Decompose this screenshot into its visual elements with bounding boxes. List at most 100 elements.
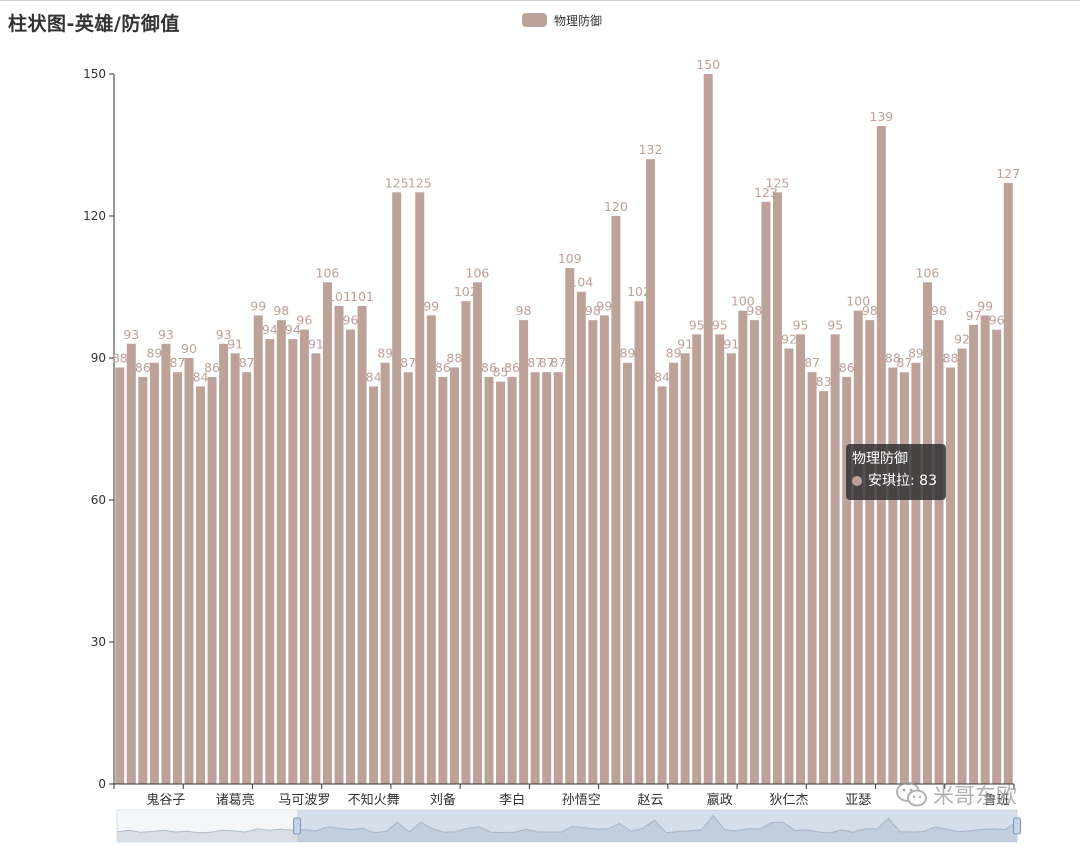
bar[interactable] <box>496 381 506 784</box>
bar[interactable] <box>426 315 436 784</box>
bar[interactable] <box>449 367 459 784</box>
bar-value-label: 123 <box>754 185 778 200</box>
bar[interactable] <box>242 372 252 784</box>
bar[interactable] <box>796 334 806 784</box>
bar[interactable] <box>346 329 356 784</box>
bar[interactable] <box>392 192 402 785</box>
datazoom-end-handle[interactable] <box>1013 817 1021 835</box>
bar-value-label: 86 <box>435 360 451 375</box>
bar[interactable] <box>784 348 794 784</box>
bar-value-label: 99 <box>977 298 993 313</box>
bar[interactable] <box>830 334 840 784</box>
bar-value-label: 91 <box>677 336 693 351</box>
x-tick-label: 鲁班 <box>984 793 1010 808</box>
bar[interactable] <box>703 74 713 784</box>
bar[interactable] <box>899 372 909 784</box>
bar-value-label: 95 <box>712 317 728 332</box>
bar[interactable] <box>957 348 967 784</box>
bar[interactable] <box>772 192 782 785</box>
bar-value-label: 98 <box>585 303 601 318</box>
bar[interactable] <box>219 343 229 784</box>
bar[interactable] <box>126 343 136 784</box>
bar[interactable] <box>680 353 690 784</box>
bar-value-label: 99 <box>423 298 439 313</box>
bar[interactable] <box>819 391 829 784</box>
bar[interactable] <box>738 310 748 784</box>
bar[interactable] <box>472 282 482 784</box>
bar-value-label: 98 <box>862 303 878 318</box>
bar-value-label: 99 <box>596 298 612 313</box>
bar[interactable] <box>911 362 921 784</box>
bar[interactable] <box>172 372 182 784</box>
bar[interactable] <box>622 362 632 784</box>
bar[interactable] <box>161 343 171 784</box>
bar[interactable] <box>611 216 621 784</box>
bar[interactable] <box>311 353 321 784</box>
bar[interactable] <box>726 353 736 784</box>
x-tick-label: 诸葛亮 <box>216 792 255 808</box>
bar[interactable] <box>276 320 286 784</box>
bar[interactable] <box>299 329 309 784</box>
bar[interactable] <box>415 192 425 785</box>
bar[interactable] <box>461 301 471 784</box>
bar[interactable] <box>542 372 552 784</box>
bar[interactable] <box>519 320 529 784</box>
legend-item[interactable]: 物理防御 <box>522 11 602 29</box>
bar[interactable] <box>980 315 990 784</box>
bar[interactable] <box>438 376 448 784</box>
bar-value-label: 89 <box>908 346 924 361</box>
bar[interactable] <box>565 268 575 785</box>
bar-value-label: 100 <box>731 294 755 309</box>
bar[interactable] <box>749 320 759 784</box>
bar[interactable] <box>530 372 540 784</box>
bar[interactable] <box>865 320 875 784</box>
bar[interactable] <box>634 301 644 784</box>
bar[interactable] <box>115 367 125 784</box>
bar[interactable] <box>934 320 944 784</box>
bar[interactable] <box>853 310 863 784</box>
bar[interactable] <box>369 386 379 784</box>
bar[interactable] <box>265 339 275 784</box>
bar[interactable] <box>357 305 367 784</box>
bar[interactable] <box>669 362 679 784</box>
bar[interactable] <box>253 315 263 784</box>
bar[interactable] <box>888 367 898 784</box>
bar[interactable] <box>922 282 932 784</box>
bar[interactable] <box>322 282 332 784</box>
bar[interactable] <box>484 376 494 784</box>
bar[interactable] <box>969 324 979 784</box>
bar[interactable] <box>1003 182 1013 784</box>
bar[interactable] <box>380 362 390 784</box>
bar[interactable] <box>553 372 563 784</box>
bar-value-label: 96 <box>989 313 1005 328</box>
bar-value-label: 100 <box>846 294 870 309</box>
bar[interactable] <box>196 386 206 784</box>
bar-value-label: 86 <box>204 360 220 375</box>
bar[interactable] <box>403 372 413 784</box>
bar[interactable] <box>184 358 194 784</box>
bar[interactable] <box>334 305 344 784</box>
bar[interactable] <box>761 201 771 785</box>
bar[interactable] <box>992 329 1002 784</box>
bar[interactable] <box>842 376 852 784</box>
bar[interactable] <box>576 291 586 784</box>
bar[interactable] <box>657 386 667 784</box>
bar[interactable] <box>149 362 159 784</box>
bar[interactable] <box>207 376 217 784</box>
bar-value-label: 98 <box>746 303 762 318</box>
bar[interactable] <box>646 159 656 784</box>
bar[interactable] <box>715 334 725 784</box>
bar-value-label: 106 <box>316 265 340 280</box>
datazoom-start-handle[interactable] <box>293 817 301 835</box>
bar[interactable] <box>946 367 956 784</box>
bar[interactable] <box>138 376 148 784</box>
bar[interactable] <box>230 353 240 784</box>
bar[interactable] <box>588 320 598 784</box>
bar[interactable] <box>507 376 517 784</box>
bar[interactable] <box>692 334 702 784</box>
bar[interactable] <box>599 315 609 784</box>
datazoom-selected-range[interactable] <box>297 810 1017 842</box>
bar[interactable] <box>288 339 298 784</box>
bar[interactable] <box>807 372 817 784</box>
